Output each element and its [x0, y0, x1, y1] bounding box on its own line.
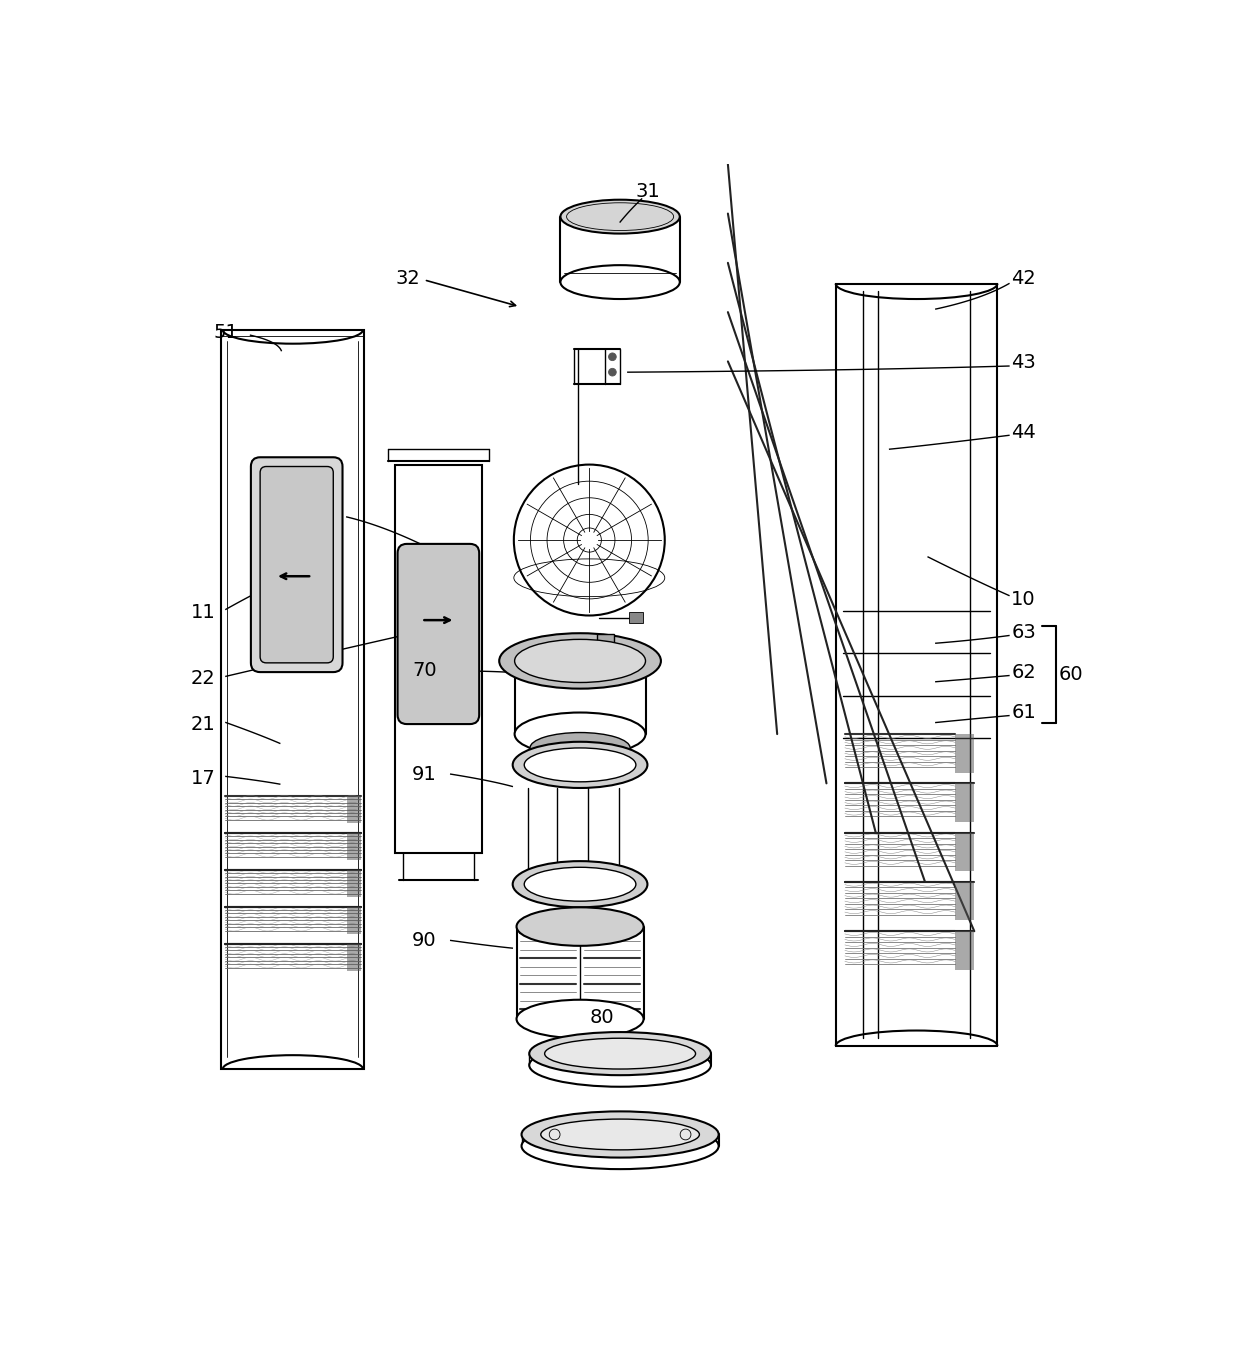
Text: 44: 44: [1012, 423, 1035, 442]
Text: 42: 42: [1012, 268, 1035, 287]
Text: 50: 50: [309, 508, 334, 527]
Text: 91: 91: [412, 765, 436, 783]
Bar: [955, 783, 975, 821]
Ellipse shape: [512, 861, 647, 908]
Ellipse shape: [515, 639, 646, 683]
Ellipse shape: [525, 747, 636, 782]
Ellipse shape: [522, 1112, 719, 1158]
Ellipse shape: [517, 999, 644, 1038]
Text: 62: 62: [1012, 663, 1035, 682]
Ellipse shape: [529, 1043, 711, 1087]
Circle shape: [609, 353, 616, 360]
Ellipse shape: [544, 1038, 696, 1069]
Bar: [221, 330, 365, 1069]
Text: 51: 51: [213, 323, 238, 342]
Ellipse shape: [512, 742, 647, 789]
Ellipse shape: [560, 266, 680, 298]
Bar: [347, 795, 361, 823]
Bar: [347, 832, 361, 860]
Text: 32: 32: [396, 268, 420, 287]
Bar: [347, 943, 361, 971]
Text: 43: 43: [1012, 353, 1035, 372]
FancyBboxPatch shape: [260, 467, 334, 663]
Bar: [955, 734, 975, 772]
Bar: [630, 612, 644, 623]
Bar: [347, 906, 361, 934]
Bar: [955, 832, 975, 871]
Text: 70: 70: [412, 661, 436, 680]
Ellipse shape: [500, 634, 661, 689]
Ellipse shape: [560, 200, 680, 234]
Text: 63: 63: [1012, 623, 1035, 642]
Bar: [955, 931, 975, 969]
Ellipse shape: [525, 868, 636, 901]
Circle shape: [609, 368, 616, 376]
FancyBboxPatch shape: [398, 543, 479, 724]
Bar: [836, 283, 997, 1046]
Text: 22: 22: [191, 669, 216, 689]
Ellipse shape: [517, 908, 644, 946]
Text: 17: 17: [191, 769, 216, 789]
Ellipse shape: [529, 732, 630, 764]
Text: 60: 60: [1059, 665, 1084, 684]
Bar: [955, 882, 975, 920]
FancyBboxPatch shape: [250, 457, 342, 672]
Text: 80: 80: [589, 1008, 614, 1027]
Bar: [347, 869, 361, 897]
Ellipse shape: [522, 1123, 719, 1169]
Ellipse shape: [529, 1032, 711, 1075]
Ellipse shape: [513, 559, 665, 597]
Text: 31: 31: [635, 182, 660, 201]
Text: 61: 61: [1012, 704, 1035, 721]
Ellipse shape: [541, 1118, 699, 1150]
Bar: [596, 634, 614, 648]
Text: 90: 90: [412, 931, 436, 950]
Ellipse shape: [515, 712, 646, 756]
Text: 11: 11: [191, 602, 216, 622]
Text: 10: 10: [1012, 590, 1035, 609]
Bar: [396, 464, 481, 853]
Text: 21: 21: [191, 716, 216, 734]
